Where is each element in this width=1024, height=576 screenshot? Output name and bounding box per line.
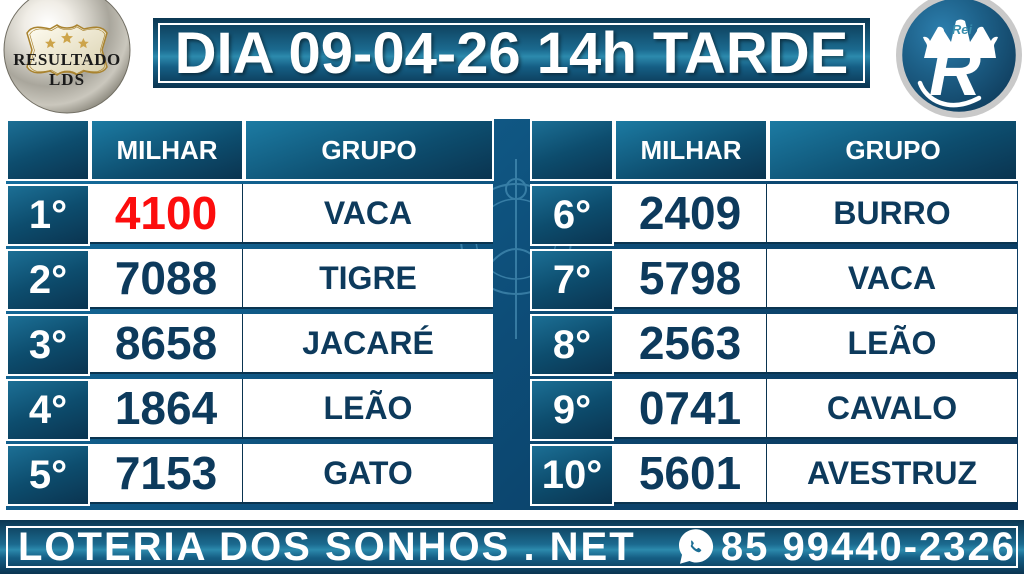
svg-text:LDS: LDS [49,70,85,89]
svg-text:RESULTADO: RESULTADO [13,50,120,69]
